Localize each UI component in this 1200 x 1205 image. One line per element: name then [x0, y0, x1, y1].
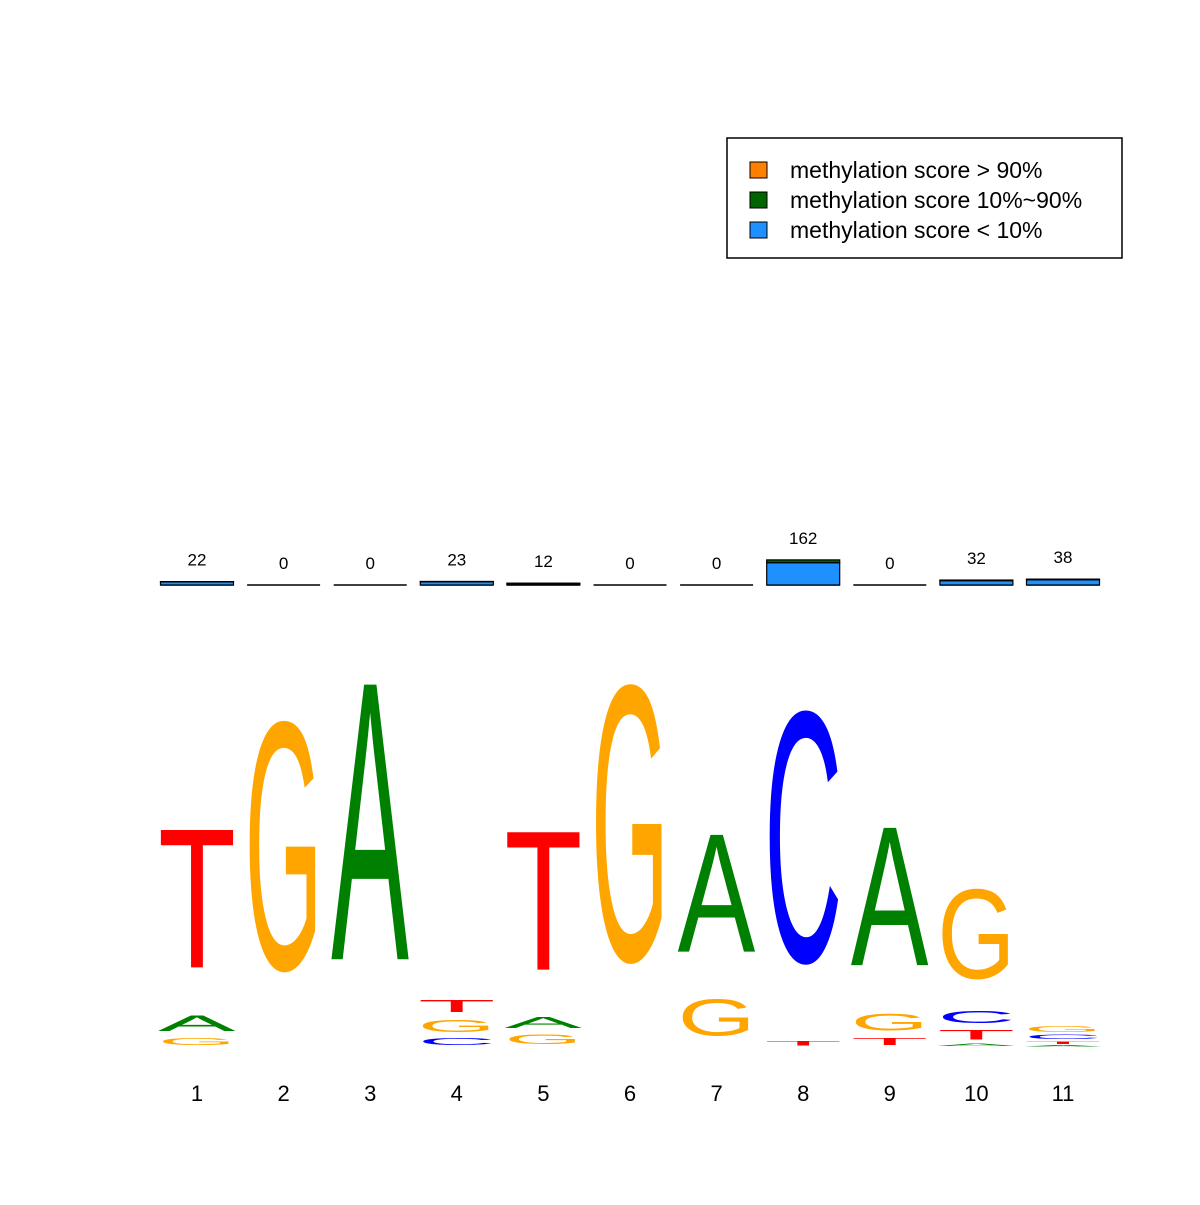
logo-letter: T	[937, 1027, 1015, 1043]
logo-letter: G	[591, 604, 669, 1045]
logo-letter: G	[937, 864, 1015, 1006]
logo-letter: G	[851, 1009, 929, 1036]
count-label: 162	[789, 529, 817, 548]
legend-label: methylation score < 10%	[790, 217, 1043, 243]
position-label: 11	[1052, 1081, 1075, 1106]
methylation-bar	[1027, 579, 1100, 580]
logo-letter: T	[504, 790, 582, 1013]
logo-letter: T	[764, 1040, 842, 1047]
count-label: 0	[625, 554, 634, 573]
position-label: 7	[710, 1081, 722, 1106]
logo-letter: G	[418, 1016, 496, 1036]
logo-letter: G	[678, 989, 756, 1047]
legend-swatch	[750, 192, 767, 208]
logo-letter: C	[764, 638, 842, 1039]
logo-letter: C	[418, 1036, 496, 1047]
logo-letter: G	[1024, 1025, 1102, 1034]
legend-label: methylation score 10%~90%	[790, 187, 1082, 213]
logo-letter: T	[418, 996, 496, 1016]
methylation-bar	[940, 581, 1013, 585]
position-label: 3	[364, 1081, 376, 1106]
logo-letter: G	[245, 649, 323, 1045]
position-label: 2	[277, 1081, 289, 1106]
legend-swatch	[750, 162, 767, 178]
logo-letter: A	[1024, 1045, 1102, 1047]
logo-letter: T	[851, 1036, 929, 1047]
logo-letter: A	[158, 1011, 236, 1036]
count-label: 23	[447, 550, 466, 569]
logo-letter: A	[937, 1043, 1015, 1047]
position-label: 9	[884, 1081, 896, 1106]
position-label: 8	[797, 1081, 809, 1106]
count-label: 0	[279, 554, 288, 573]
methylation-bar	[767, 563, 840, 585]
position-label: 4	[451, 1081, 463, 1106]
count-label: 0	[885, 554, 894, 573]
position-label: 6	[624, 1081, 636, 1106]
position-label: 5	[537, 1081, 549, 1106]
count-label: 12	[534, 552, 553, 571]
logo-letter: A	[504, 1013, 582, 1031]
logo-letter: T	[1024, 1040, 1102, 1044]
logo-letter: G	[158, 1036, 236, 1047]
position-label: 10	[964, 1081, 988, 1106]
count-label: 32	[967, 549, 986, 568]
logo-letter: A	[331, 599, 409, 1044]
count-label: 22	[188, 551, 207, 570]
logo-letter: T	[158, 787, 236, 1010]
methylation-bar	[767, 560, 840, 563]
methylation-bar	[1027, 580, 1100, 585]
logo-letter: G	[504, 1031, 582, 1047]
count-label: 0	[712, 554, 721, 573]
legend-label: methylation score > 90%	[790, 157, 1043, 183]
logo-letter: A	[678, 798, 756, 988]
count-label: 0	[365, 554, 374, 573]
logo-letter: C	[937, 1007, 1015, 1027]
logo-letter: A	[851, 784, 929, 1008]
methylation-bar	[507, 583, 580, 584]
count-label: 38	[1054, 548, 1073, 567]
methylation-bar	[940, 580, 1013, 581]
position-label: 1	[191, 1081, 203, 1106]
legend-swatch	[750, 222, 767, 238]
logo-letter: C	[1024, 1034, 1102, 1041]
